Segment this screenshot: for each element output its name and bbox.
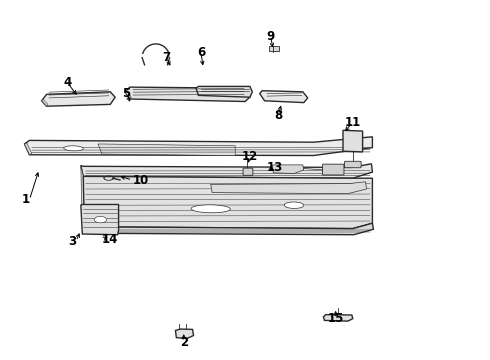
Ellipse shape: [284, 202, 304, 208]
Polygon shape: [81, 164, 372, 178]
Polygon shape: [83, 176, 372, 229]
Polygon shape: [24, 137, 372, 156]
Text: 6: 6: [197, 46, 205, 59]
Ellipse shape: [191, 205, 230, 213]
Polygon shape: [175, 329, 194, 338]
Text: 5: 5: [122, 87, 130, 100]
Polygon shape: [42, 92, 115, 106]
Polygon shape: [24, 143, 32, 155]
FancyBboxPatch shape: [269, 46, 279, 51]
Text: 15: 15: [327, 312, 344, 325]
Text: 4: 4: [64, 76, 72, 89]
Text: 13: 13: [267, 161, 283, 174]
Text: 3: 3: [68, 235, 76, 248]
Polygon shape: [272, 165, 304, 174]
Text: 11: 11: [344, 116, 361, 129]
Polygon shape: [323, 315, 353, 321]
FancyBboxPatch shape: [344, 161, 361, 168]
Ellipse shape: [64, 146, 83, 151]
Polygon shape: [343, 130, 363, 152]
Text: 12: 12: [242, 150, 258, 163]
Polygon shape: [98, 144, 235, 156]
Polygon shape: [125, 87, 250, 102]
Polygon shape: [42, 99, 48, 106]
Text: 9: 9: [267, 30, 274, 42]
Polygon shape: [81, 204, 119, 235]
Text: 1: 1: [21, 193, 29, 206]
Text: 7: 7: [163, 51, 171, 64]
Polygon shape: [81, 166, 84, 227]
Text: 10: 10: [132, 174, 148, 186]
Polygon shape: [211, 182, 367, 194]
Polygon shape: [260, 91, 308, 103]
Text: 2: 2: [180, 336, 188, 348]
Polygon shape: [196, 86, 252, 97]
Ellipse shape: [94, 216, 106, 223]
Text: 14: 14: [102, 233, 118, 246]
Polygon shape: [84, 223, 373, 235]
FancyBboxPatch shape: [243, 168, 253, 175]
Text: 8: 8: [274, 109, 282, 122]
Polygon shape: [125, 90, 131, 99]
FancyBboxPatch shape: [322, 164, 344, 175]
